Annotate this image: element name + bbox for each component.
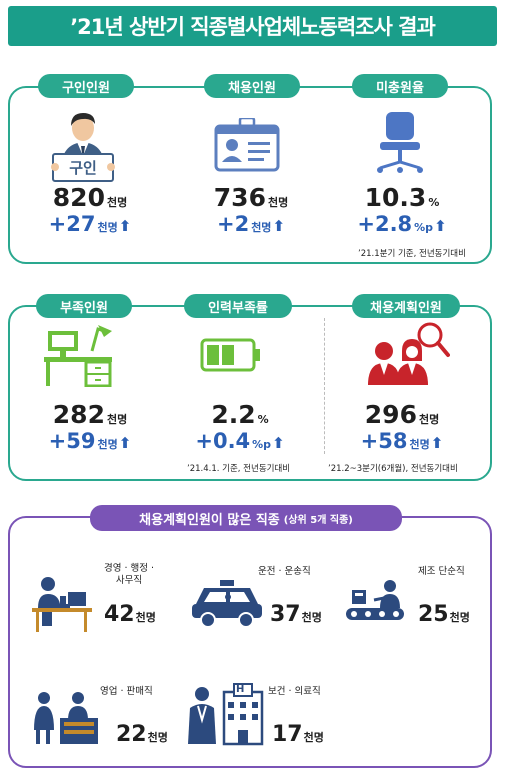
hires-value: 736 천명 <box>213 183 289 212</box>
office-worker-icon <box>32 577 92 632</box>
sales-job-value: 22천명 <box>116 722 168 747</box>
taxi-icon <box>192 580 262 628</box>
shortage-rate-pill: 인력부족률 <box>184 294 292 318</box>
sales-job-label: 영업 · 판매직 <box>100 686 153 697</box>
hires-pill: 채용인원 <box>204 74 300 98</box>
healthcare-job-value: 17천명 <box>272 722 324 747</box>
conveyor-worker-icon <box>346 580 404 620</box>
planned-hires-change: +58 천명⬆ <box>360 429 444 453</box>
manufacturing-job-value: 25천명 <box>418 602 470 627</box>
q1-basis-note: ’21.1분기 기준, 전년동기대비 <box>358 249 466 259</box>
sales-clerk-icon <box>34 692 98 744</box>
unfilled-rate-pill: 미충원율 <box>352 74 448 98</box>
office-job-value: 42천명 <box>104 602 156 627</box>
title-bar: ’21년 상반기 직종별사업체노동력조사 결과 <box>8 6 497 46</box>
section-divider <box>324 318 325 454</box>
job-openings-change: +27 천명⬆ <box>48 212 132 236</box>
hires-change: +2 천명⬆ <box>216 212 286 236</box>
shortage-pill: 부족인원 <box>36 294 132 318</box>
planned-hires-pill: 채용계획인원 <box>352 294 460 318</box>
empty-chair-icon <box>377 112 423 173</box>
hospital-doctor-icon <box>188 683 264 746</box>
job-seeker-icon <box>51 113 115 182</box>
planned-hires-value: 296 천명 <box>364 400 440 429</box>
shortage-basis-note: ’21.4.1. 기준, 전년동기대비 <box>187 464 291 474</box>
driver-job-value: 37천명 <box>270 602 322 627</box>
id-card-icon <box>214 118 280 172</box>
labor-shortage-panel <box>8 305 492 481</box>
office-job-label: 경영 · 행정 · 사무직 <box>104 563 155 586</box>
empty-desk-icon <box>44 325 112 387</box>
driver-job-label: 운전 · 운송직 <box>258 566 311 577</box>
shortage-value: 282 천명 <box>52 400 128 429</box>
job-openings-value: 820 천명 <box>52 183 128 212</box>
unfilled-rate-value: 10.3% <box>364 183 440 212</box>
healthcare-job-label: 보건 · 의료직 <box>268 686 321 697</box>
page-title: ’21년 상반기 직종별사업체노동력조사 결과 <box>70 15 436 39</box>
manufacturing-job-label: 제조 단순직 <box>418 566 465 577</box>
job-seeker-badge: 구인 <box>69 159 97 177</box>
shortage-rate-value: 2.2% <box>211 400 269 429</box>
planned-hires-basis-note: ’21.2~3분기(6개월), 전년동기대비 <box>328 464 458 474</box>
shortage-change: +59 천명⬆ <box>48 429 132 453</box>
job-openings-pill: 구인인원 <box>38 74 134 98</box>
unfilled-rate-change: +2.8 %p⬆ <box>357 212 447 236</box>
recruitment-search-icon <box>368 322 450 385</box>
shortage-rate-change: +0.4 %p⬆ <box>195 429 285 453</box>
top-occupations-pill: 채용계획인원이 많은 직종 (상위 5개 직종) <box>90 505 402 531</box>
hospital-sign-icon: H <box>236 684 245 695</box>
low-battery-icon <box>200 338 260 372</box>
